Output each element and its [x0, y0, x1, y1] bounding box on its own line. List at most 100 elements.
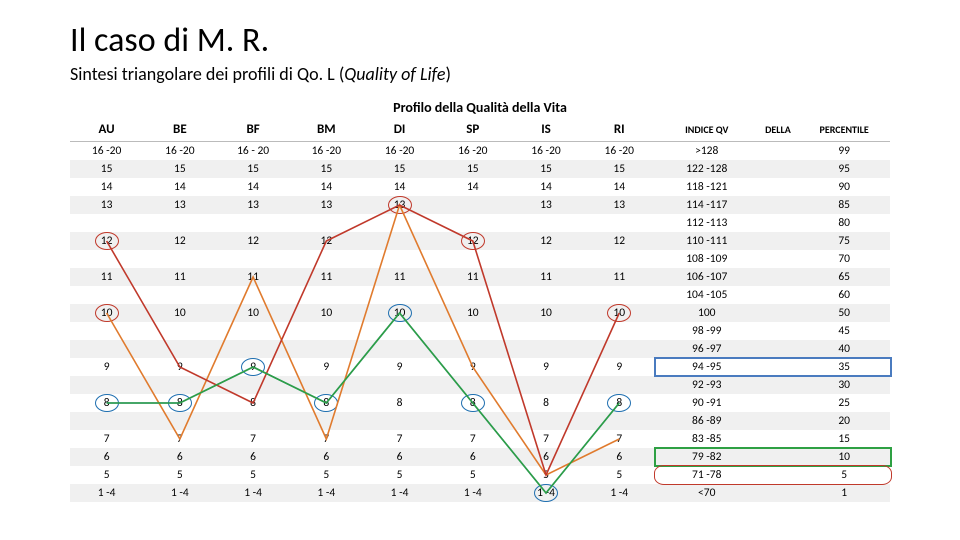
- grid-cell: 1 -4: [143, 484, 216, 502]
- grid-cell: 14: [509, 178, 582, 196]
- grid-cell: [70, 322, 143, 340]
- grid-cell: 7: [509, 430, 582, 448]
- idx-cell: 92 -93: [656, 376, 758, 394]
- idx-cell: 122 -128: [656, 160, 758, 178]
- grid-cell: 13: [583, 196, 656, 214]
- qol-chart: Profilo della Qualità della Vita AUBEBFB…: [70, 99, 890, 502]
- grid-cell: 10: [143, 304, 216, 322]
- grid-cell: [363, 412, 436, 430]
- grid-cell: 13: [509, 196, 582, 214]
- grid-cell: 8: [143, 394, 216, 412]
- grid-cell: [436, 250, 509, 268]
- grid-cell: [143, 286, 216, 304]
- grid-cell: 13: [363, 196, 436, 214]
- grid-cell: 12: [583, 232, 656, 250]
- grid-cell: [436, 196, 509, 214]
- idx-cell: 110 -111: [656, 232, 758, 250]
- grid-cell: [290, 250, 363, 268]
- idx-cell: 40: [798, 340, 890, 358]
- grid-cell: 8: [363, 394, 436, 412]
- grid-cell: 14: [216, 178, 289, 196]
- grid-cell: 16 -20: [436, 142, 509, 161]
- idx-cell: 95: [798, 160, 890, 178]
- grid-cell: 11: [70, 268, 143, 286]
- idx-cell: 83 -85: [656, 430, 758, 448]
- grid-cell: 12: [143, 232, 216, 250]
- grid-cell: [216, 250, 289, 268]
- idx-cell: 70: [798, 250, 890, 268]
- idx-cell: 60: [798, 286, 890, 304]
- grid-cell: 10: [583, 304, 656, 322]
- grid-cell: 14: [583, 178, 656, 196]
- grid-cell: [290, 340, 363, 358]
- grid-cell: 5: [290, 466, 363, 484]
- grid-cell: 9: [216, 358, 289, 376]
- grid-cell: [363, 286, 436, 304]
- grid-cell: [583, 376, 656, 394]
- grid-cell: 7: [436, 430, 509, 448]
- grid-cell: 15: [70, 160, 143, 178]
- col-header: SP: [436, 118, 509, 142]
- grid-cell: 8: [70, 394, 143, 412]
- grid-cell: 16 -20: [363, 142, 436, 161]
- col-header: AU: [70, 118, 143, 142]
- grid-cell: [583, 286, 656, 304]
- grid-cell: [216, 322, 289, 340]
- idx-cell: 1: [798, 484, 890, 502]
- idx-cell: [758, 430, 799, 448]
- grid-cell: [436, 412, 509, 430]
- grid-cell: 12: [509, 232, 582, 250]
- idx-cell: [758, 376, 799, 394]
- idx-cell: [758, 322, 799, 340]
- grid-cell: [583, 340, 656, 358]
- grid-cell: 9: [583, 358, 656, 376]
- grid-cell: 5: [436, 466, 509, 484]
- idx-cell: [758, 358, 799, 376]
- grid-cell: [509, 286, 582, 304]
- idx-cell: 86 -89: [656, 412, 758, 430]
- idx-cell: 15: [798, 430, 890, 448]
- grid-cell: [509, 340, 582, 358]
- grid-cell: [70, 412, 143, 430]
- grid-cell: 13: [143, 196, 216, 214]
- grid-cell: 11: [290, 268, 363, 286]
- grid-cell: 9: [290, 358, 363, 376]
- grid-cell: [363, 250, 436, 268]
- slide-subtitle: Sintesi triangolare dei profili di Qo. L…: [70, 63, 890, 85]
- grid-cell: [583, 214, 656, 232]
- grid-cell: [70, 214, 143, 232]
- grid-cell: 1 -4: [436, 484, 509, 502]
- grid-cell: [216, 286, 289, 304]
- grid-cell: [583, 250, 656, 268]
- idx-cell: 90 -91: [656, 394, 758, 412]
- col-header: DI: [363, 118, 436, 142]
- idx-cell: 104 -105: [656, 286, 758, 304]
- slide-title: Il caso di M. R.: [70, 20, 890, 61]
- grid-cell: 6: [290, 448, 363, 466]
- idx-cell: 100: [656, 304, 758, 322]
- grid-cell: 16 -20: [290, 142, 363, 161]
- idx-cell: <70: [656, 484, 758, 502]
- grid-cell: [143, 322, 216, 340]
- grid-cell: 1 -4: [363, 484, 436, 502]
- grid-cell: 6: [509, 448, 582, 466]
- grid-cell: 9: [509, 358, 582, 376]
- col-header-extra: PERCENTILE: [798, 118, 890, 142]
- grid-cell: 8: [436, 394, 509, 412]
- grid-cell: [436, 214, 509, 232]
- grid-cell: 11: [436, 268, 509, 286]
- grid-cell: 11: [143, 268, 216, 286]
- grid-cell: [216, 214, 289, 232]
- grid-cell: 12: [290, 232, 363, 250]
- grid-cell: 5: [70, 466, 143, 484]
- grid-cell: 6: [583, 448, 656, 466]
- grid-cell: 5: [216, 466, 289, 484]
- grid-cell: 1 -4: [509, 484, 582, 502]
- grid-cell: 14: [143, 178, 216, 196]
- grid-cell: [436, 340, 509, 358]
- grid-cell: 7: [70, 430, 143, 448]
- grid-cell: 7: [363, 430, 436, 448]
- idx-cell: 114 -117: [656, 196, 758, 214]
- col-header: RI: [583, 118, 656, 142]
- idx-cell: 30: [798, 376, 890, 394]
